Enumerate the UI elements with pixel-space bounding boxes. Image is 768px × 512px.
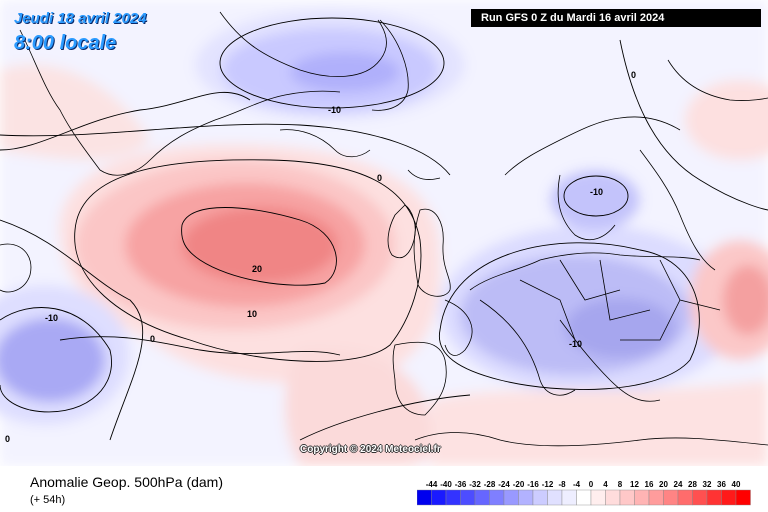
legend-swatch bbox=[532, 489, 548, 506]
legend-tick-label: 32 bbox=[703, 480, 712, 489]
legend-swatch bbox=[518, 489, 534, 506]
legend-tick-label: -20 bbox=[513, 480, 525, 489]
contour-label: 0 bbox=[631, 70, 636, 80]
lead-time: (+ 54h) bbox=[30, 494, 66, 506]
legend-swatch bbox=[721, 489, 737, 506]
legend-tick-label: 12 bbox=[630, 480, 639, 489]
legend-swatches bbox=[417, 489, 751, 506]
legend-swatch bbox=[619, 489, 635, 506]
legend-tick-label: -32 bbox=[469, 480, 481, 489]
contour-label: 10 bbox=[247, 309, 257, 319]
legend-swatch bbox=[634, 489, 650, 506]
legend-swatch bbox=[489, 489, 505, 506]
legend-swatch bbox=[663, 489, 679, 506]
copyright-text: Copyright © 2024 Meteociel.fr bbox=[300, 444, 441, 455]
contour-label: 0 bbox=[377, 173, 382, 183]
contour-label: 0 bbox=[150, 334, 155, 344]
legend-tick-label: 4 bbox=[603, 480, 608, 489]
legend-swatch bbox=[431, 489, 447, 506]
legend-tick-label: -44 bbox=[426, 480, 438, 489]
legend-swatch bbox=[547, 489, 563, 506]
legend-tick-label: -8 bbox=[558, 480, 566, 489]
legend-tick-label: 28 bbox=[688, 480, 697, 489]
color-scale-legend: -44 -40 -36 -32 -28 -24 -20 -16 -12 -8 -4 0 4 8 12 16 20… bbox=[417, 480, 751, 506]
legend-swatch bbox=[692, 489, 708, 506]
legend-tick-label: 16 bbox=[645, 480, 654, 489]
legend-swatch bbox=[576, 489, 592, 506]
contour-label: 20 bbox=[252, 264, 262, 274]
legend-swatch bbox=[474, 489, 490, 506]
legend-swatch bbox=[561, 489, 577, 506]
legend-swatch bbox=[677, 489, 693, 506]
legend-swatch bbox=[460, 489, 476, 506]
legend-swatch bbox=[445, 489, 461, 506]
legend-tick-label: 0 bbox=[589, 480, 594, 489]
geopotential-contours bbox=[0, 17, 768, 441]
run-info-banner: Run GFS 0 Z du Mardi 16 avril 2024 bbox=[471, 9, 761, 27]
legend-tick-label: -4 bbox=[573, 480, 581, 489]
anomaly-shading bbox=[0, 0, 768, 466]
contour-label: -10 bbox=[590, 187, 603, 197]
map-canvas: -10 0 -10 20 10 0 -10 -10 0 0 bbox=[0, 0, 768, 466]
legend-tick-label: 20 bbox=[659, 480, 668, 489]
contour-label: -10 bbox=[45, 313, 58, 323]
legend-tick-label: -16 bbox=[527, 480, 539, 489]
legend-tick-labels: -44 -40 -36 -32 -28 -24 -20 -16 -12 -8 -4 0 4 8 12 16 20… bbox=[426, 480, 741, 489]
legend-swatch bbox=[503, 489, 519, 506]
contour-label: -10 bbox=[328, 105, 341, 115]
legend-tick-label: 36 bbox=[717, 480, 726, 489]
contour-label: -10 bbox=[569, 339, 582, 349]
legend-swatch bbox=[648, 489, 664, 506]
legend-tick-label: -40 bbox=[440, 480, 452, 489]
legend-tick-label: -28 bbox=[484, 480, 496, 489]
coastlines bbox=[0, 11, 768, 447]
legend-swatch bbox=[735, 489, 751, 506]
legend-swatch bbox=[417, 489, 432, 506]
legend-tick-label: 8 bbox=[618, 480, 623, 489]
legend-tick-label: 24 bbox=[674, 480, 683, 489]
legend-swatch bbox=[590, 489, 606, 506]
legend-swatch bbox=[605, 489, 621, 506]
legend-tick-label: 40 bbox=[732, 480, 741, 489]
variable-title: Anomalie Geop. 500hPa (dam) bbox=[30, 474, 223, 490]
forecast-time: 8:00 locale bbox=[14, 32, 117, 54]
anomaly-map: -10 0 -10 20 10 0 -10 -10 0 0 Jeudi 18 a… bbox=[0, 0, 768, 466]
legend-tick-label: -24 bbox=[498, 480, 510, 489]
legend-tick-label: -12 bbox=[542, 480, 554, 489]
contour-label: 0 bbox=[5, 434, 10, 444]
forecast-date: Jeudi 18 avril 2024 bbox=[14, 10, 147, 27]
contour-labels: -10 0 -10 20 10 0 -10 -10 0 0 bbox=[5, 70, 636, 444]
legend-swatch bbox=[706, 489, 722, 506]
legend-tick-label: -36 bbox=[455, 480, 467, 489]
